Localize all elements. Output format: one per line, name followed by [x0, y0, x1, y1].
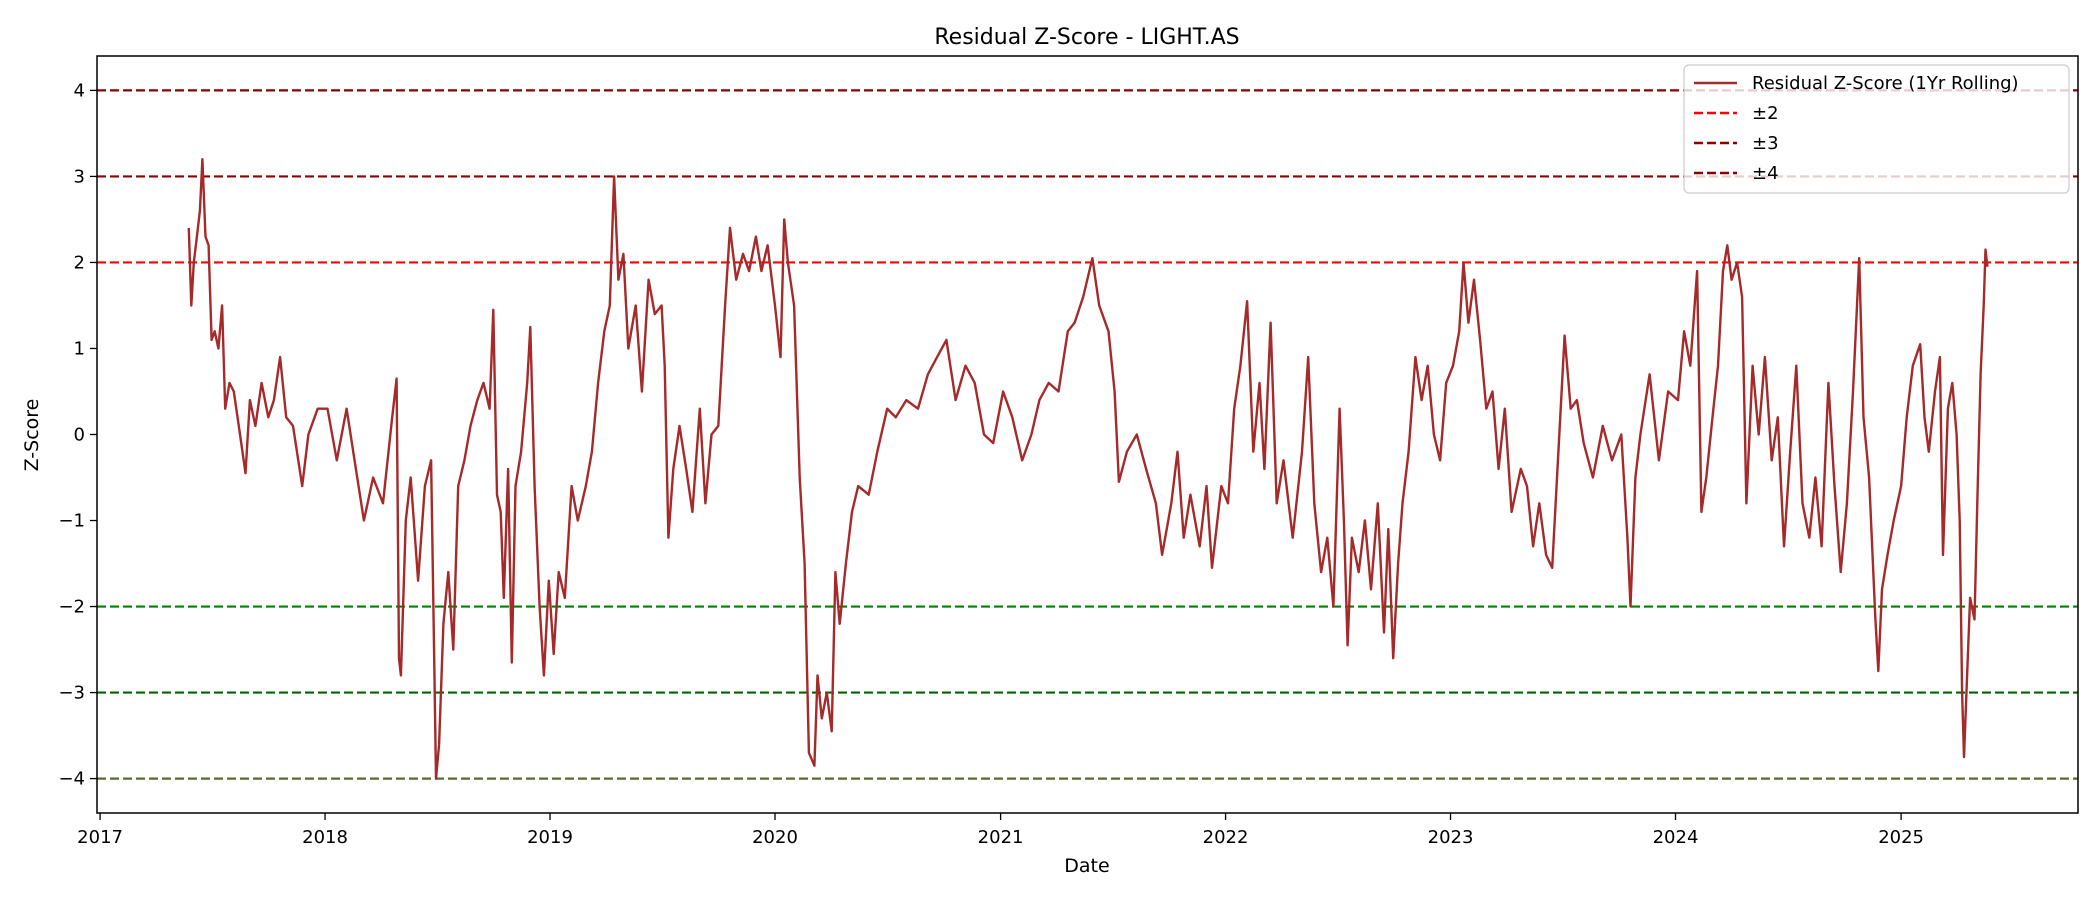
legend-label: Residual Z-Score (1Yr Rolling) [1752, 73, 2019, 94]
x-tick-label: 2021 [978, 827, 1024, 848]
x-tick-label: 2022 [1203, 827, 1249, 848]
legend-label: ±2 [1752, 103, 1779, 124]
legend-label: ±3 [1752, 133, 1779, 154]
y-tick-label: 2 [74, 252, 85, 273]
chart-title: Residual Z-Score - LIGHT.AS [934, 25, 1239, 50]
y-tick-label: 1 [74, 338, 85, 359]
x-axis-label: Date [1064, 855, 1109, 877]
reference-lines [97, 89, 2078, 780]
x-tick-label: 2017 [77, 827, 123, 848]
y-tick-label: 0 [74, 425, 85, 446]
y-tick-label: 3 [74, 166, 85, 187]
y-tick-label: −3 [58, 683, 85, 704]
y-tick-label: 4 [74, 80, 85, 101]
y-axis-label: Z-Score [21, 399, 43, 472]
legend-label: ±4 [1752, 163, 1779, 184]
x-tick-label: 2019 [527, 827, 573, 848]
x-tick-label: 2018 [302, 827, 348, 848]
legend: Residual Z-Score (1Yr Rolling) ±2 ±3 ±4 [1683, 64, 2070, 194]
y-axis-ticks: 4 3 2 1 0 −1 −2 −3 −4 [58, 80, 97, 790]
x-tick-label: 2020 [752, 827, 798, 848]
series-line [187, 158, 1989, 780]
legend-box [1683, 64, 2070, 194]
y-tick-label: −1 [58, 511, 85, 532]
x-tick-label: 2024 [1653, 827, 1699, 848]
series-layer [187, 158, 1989, 780]
x-tick-label: 2025 [1878, 827, 1924, 848]
x-axis-ticks: 2017 2018 2019 2020 2021 2022 2023 2024 2025 [77, 813, 1924, 848]
x-tick-label: 2023 [1428, 827, 1474, 848]
plot-frame [96, 55, 2079, 814]
y-tick-label: −2 [58, 597, 85, 618]
y-tick-label: −4 [58, 769, 85, 790]
